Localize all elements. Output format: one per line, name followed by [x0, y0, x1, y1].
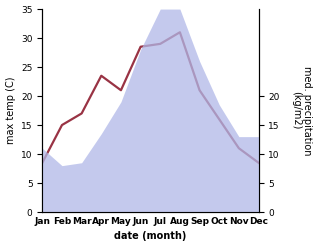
Y-axis label: max temp (C): max temp (C) [5, 77, 16, 144]
X-axis label: date (month): date (month) [114, 231, 187, 242]
Y-axis label: med. precipitation
(kg/m2): med. precipitation (kg/m2) [291, 66, 313, 155]
